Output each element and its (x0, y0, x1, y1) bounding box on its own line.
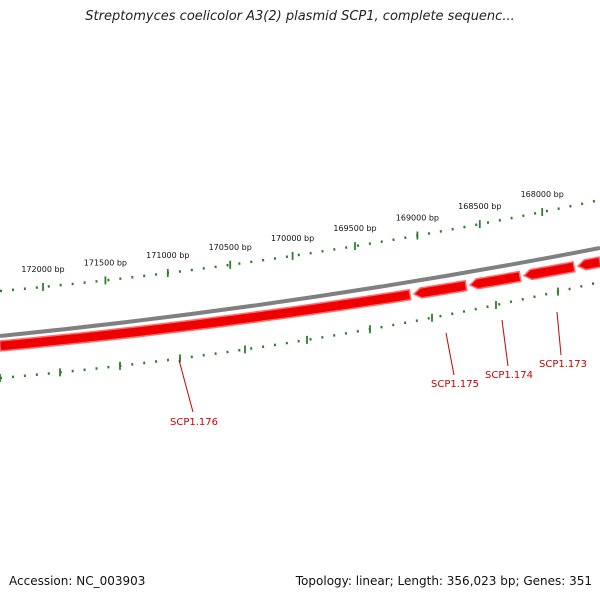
gene-leader-line (445, 332, 455, 376)
ruler-tick-label: 169500 bp (333, 224, 376, 233)
ruler-labels: 172000 bp 171500 bp 171000 bp 170500 bp 1700… (21, 190, 563, 274)
inner-ruler-dots (0, 280, 600, 380)
outer-ruler-track (0, 198, 600, 293)
ruler-tick-label: 170000 bp (271, 234, 314, 243)
gene-leader-line (178, 359, 194, 413)
sequence-backbone (0, 246, 600, 338)
gene-arrow-partial[interactable] (576, 256, 600, 271)
gene-labels: SCP1.176 SCP1.175 SCP1.174 SCP1.173 (170, 311, 587, 428)
gene-arrow-scp1-176[interactable] (0, 288, 412, 352)
outer-ruler-dots (0, 198, 600, 293)
gene-track (0, 256, 600, 352)
ruler-tick-label: 170500 bp (209, 243, 252, 252)
gene-arrow-scp1-173[interactable] (522, 261, 576, 281)
ruler-tick-label: 168500 bp (458, 202, 501, 211)
gene-label[interactable]: SCP1.174 (485, 370, 533, 381)
ruler-tick-label: 168000 bp (521, 190, 564, 199)
topology-summary-text: Topology: linear; Length: 356,023 bp; Ge… (295, 574, 592, 588)
inner-ruler-track (0, 280, 600, 382)
gene-label[interactable]: SCP1.176 (170, 417, 218, 428)
ruler-tick-label: 169000 bp (396, 214, 439, 223)
ruler-tick-label: 172000 bp (21, 265, 64, 274)
accession-text: Accession: NC_003903 (9, 574, 146, 588)
gene-leader-line (501, 319, 509, 367)
map-title: Streptomyces coelicolor A3(2) plasmid SC… (85, 9, 515, 24)
gene-arrow-scp1-174[interactable] (468, 270, 522, 290)
gene-label[interactable]: SCP1.173 (539, 359, 587, 370)
ruler-tick-label: 171500 bp (84, 258, 127, 267)
gene-label[interactable]: SCP1.175 (431, 379, 479, 390)
gene-arrow-scp1-175[interactable] (412, 279, 468, 299)
gene-leader-line (556, 311, 562, 356)
ruler-tick-label: 171000 bp (146, 251, 189, 260)
